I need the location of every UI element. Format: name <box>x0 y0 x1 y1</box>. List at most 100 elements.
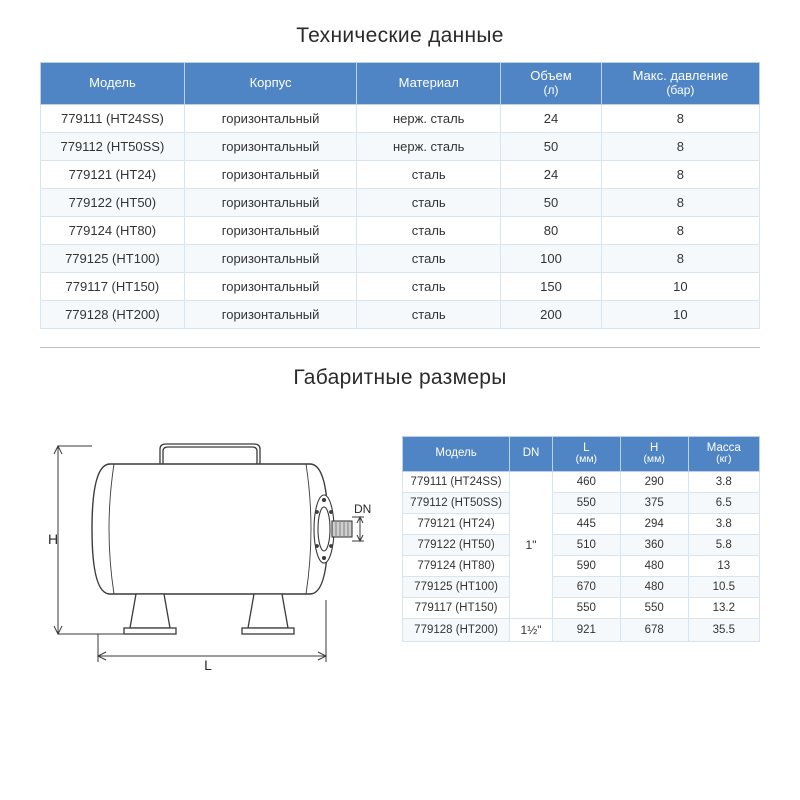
table-cell: 779117 (HT150) <box>41 272 185 300</box>
table-row: 779111 (HT24SS)1"4602903.8 <box>403 471 760 492</box>
table-cell: 510 <box>552 534 620 555</box>
table-cell: сталь <box>357 216 501 244</box>
table-row: 779117 (HT150)горизонтальныйсталь15010 <box>41 272 760 300</box>
table-cell: 550 <box>552 597 620 618</box>
section2-title: Габаритные размеры <box>40 366 760 390</box>
table-cell: 8 <box>601 244 759 272</box>
table-cell: 8 <box>601 132 759 160</box>
table-cell: 50 <box>501 188 602 216</box>
spec-table-body: 779111 (HT24SS)горизонтальныйнерж. сталь… <box>41 104 760 328</box>
spec-table-head: МодельКорпусМатериалОбъем(л)Макс. давлен… <box>41 63 760 105</box>
dims-table-body: 779111 (HT24SS)1"4602903.8779112 (HT50SS… <box>403 471 760 641</box>
table-cell: 6.5 <box>688 492 759 513</box>
dn-cell-bottom: 1½" <box>510 618 553 641</box>
table-cell: 10 <box>601 272 759 300</box>
table-cell: 480 <box>620 576 688 597</box>
table-cell: 550 <box>552 492 620 513</box>
table-row: 779124 (HT80)59048013 <box>403 555 760 576</box>
table-cell: 779112 (HT50SS) <box>403 492 510 513</box>
table-cell: 80 <box>501 216 602 244</box>
table-cell: 445 <box>552 513 620 534</box>
table-cell: 10.5 <box>688 576 759 597</box>
table-cell: 360 <box>620 534 688 555</box>
section-divider <box>40 347 760 348</box>
table-cell: сталь <box>357 188 501 216</box>
dn-cell-top: 1" <box>510 471 553 618</box>
table-cell: горизонтальный <box>184 272 357 300</box>
section1-title: Технические данные <box>40 24 760 48</box>
table-row: 779112 (HT50SS)горизонтальныйнерж. сталь… <box>41 132 760 160</box>
table-cell: сталь <box>357 160 501 188</box>
table-cell: 779124 (HT80) <box>41 216 185 244</box>
table-cell: горизонтальный <box>184 188 357 216</box>
diagram-label-L: L <box>204 657 212 673</box>
table-row: 779122 (HT50)горизонтальныйсталь508 <box>41 188 760 216</box>
table-row: 779111 (HT24SS)горизонтальныйнерж. сталь… <box>41 104 760 132</box>
table-cell: 24 <box>501 104 602 132</box>
spec-col-0: Модель <box>41 63 185 105</box>
dims-col-3: H(мм) <box>620 436 688 471</box>
table-cell: горизонтальный <box>184 160 357 188</box>
table-cell: 10 <box>601 300 759 328</box>
table-cell: 590 <box>552 555 620 576</box>
diagram-label-DN: DN <box>354 502 371 516</box>
dims-col-2: L(мм) <box>552 436 620 471</box>
table-cell: 779111 (HT24SS) <box>403 471 510 492</box>
dims-col-0: Модель <box>403 436 510 471</box>
table-cell: 35.5 <box>688 618 759 641</box>
dims-table-head: МодельDNL(мм)H(мм)Масса(кг) <box>403 436 760 471</box>
table-cell: горизонтальный <box>184 244 357 272</box>
table-cell: сталь <box>357 272 501 300</box>
table-row: 779121 (HT24)4452943.8 <box>403 513 760 534</box>
table-row: 779122 (HT50) 5103605.8 <box>403 534 760 555</box>
table-cell: 290 <box>620 471 688 492</box>
spec-col-4: Макс. давление(бар) <box>601 63 759 105</box>
table-row: 779128 (HT200)горизонтальныйсталь20010 <box>41 300 760 328</box>
table-cell: 779122 (HT50) <box>403 534 510 555</box>
table-cell: сталь <box>357 244 501 272</box>
table-row: 779124 (HT80)горизонтальныйсталь808 <box>41 216 760 244</box>
table-cell: 779125 (HT100) <box>403 576 510 597</box>
table-cell: 779124 (HT80) <box>403 555 510 576</box>
table-cell: 678 <box>620 618 688 641</box>
table-cell: 150 <box>501 272 602 300</box>
table-cell: 921 <box>552 618 620 641</box>
tank-diagram: H L <box>40 404 380 674</box>
spec-col-3: Объем(л) <box>501 63 602 105</box>
table-cell: 8 <box>601 216 759 244</box>
table-cell: 779121 (HT24) <box>41 160 185 188</box>
table-cell: 3.8 <box>688 471 759 492</box>
table-row: 779125 (HT100) 67048010.5 <box>403 576 760 597</box>
table-cell: 50 <box>501 132 602 160</box>
table-cell: горизонтальный <box>184 104 357 132</box>
table-cell: 779112 (HT50SS) <box>41 132 185 160</box>
table-row: 779125 (HT100)горизонтальныйсталь1008 <box>41 244 760 272</box>
table-cell: 100 <box>501 244 602 272</box>
table-cell: 779125 (HT100) <box>41 244 185 272</box>
table-cell: нерж. сталь <box>357 104 501 132</box>
table-cell: 670 <box>552 576 620 597</box>
table-cell: 550 <box>620 597 688 618</box>
table-cell: 460 <box>552 471 620 492</box>
table-cell: горизонтальный <box>184 216 357 244</box>
spec-col-1: Корпус <box>184 63 357 105</box>
table-cell: 24 <box>501 160 602 188</box>
dims-col-1: DN <box>510 436 553 471</box>
spec-col-2: Материал <box>357 63 501 105</box>
table-cell: 779128 (HT200) <box>41 300 185 328</box>
table-row: 779121 (HT24)горизонтальныйсталь248 <box>41 160 760 188</box>
table-row: 779128 (HT200)1½"92167835.5 <box>403 618 760 641</box>
table-cell: 779111 (HT24SS) <box>41 104 185 132</box>
spec-table: МодельКорпусМатериалОбъем(л)Макс. давлен… <box>40 62 760 329</box>
table-cell: 13 <box>688 555 759 576</box>
table-cell: 8 <box>601 104 759 132</box>
table-cell: 5.8 <box>688 534 759 555</box>
table-cell: горизонтальный <box>184 132 357 160</box>
table-cell: 779117 (HT150) <box>403 597 510 618</box>
table-cell: 13.2 <box>688 597 759 618</box>
table-cell: 375 <box>620 492 688 513</box>
diagram-label-H: H <box>48 531 58 547</box>
table-cell: сталь <box>357 300 501 328</box>
dims-table: МодельDNL(мм)H(мм)Масса(кг) 779111 (HT24… <box>402 436 760 642</box>
table-cell: 8 <box>601 160 759 188</box>
